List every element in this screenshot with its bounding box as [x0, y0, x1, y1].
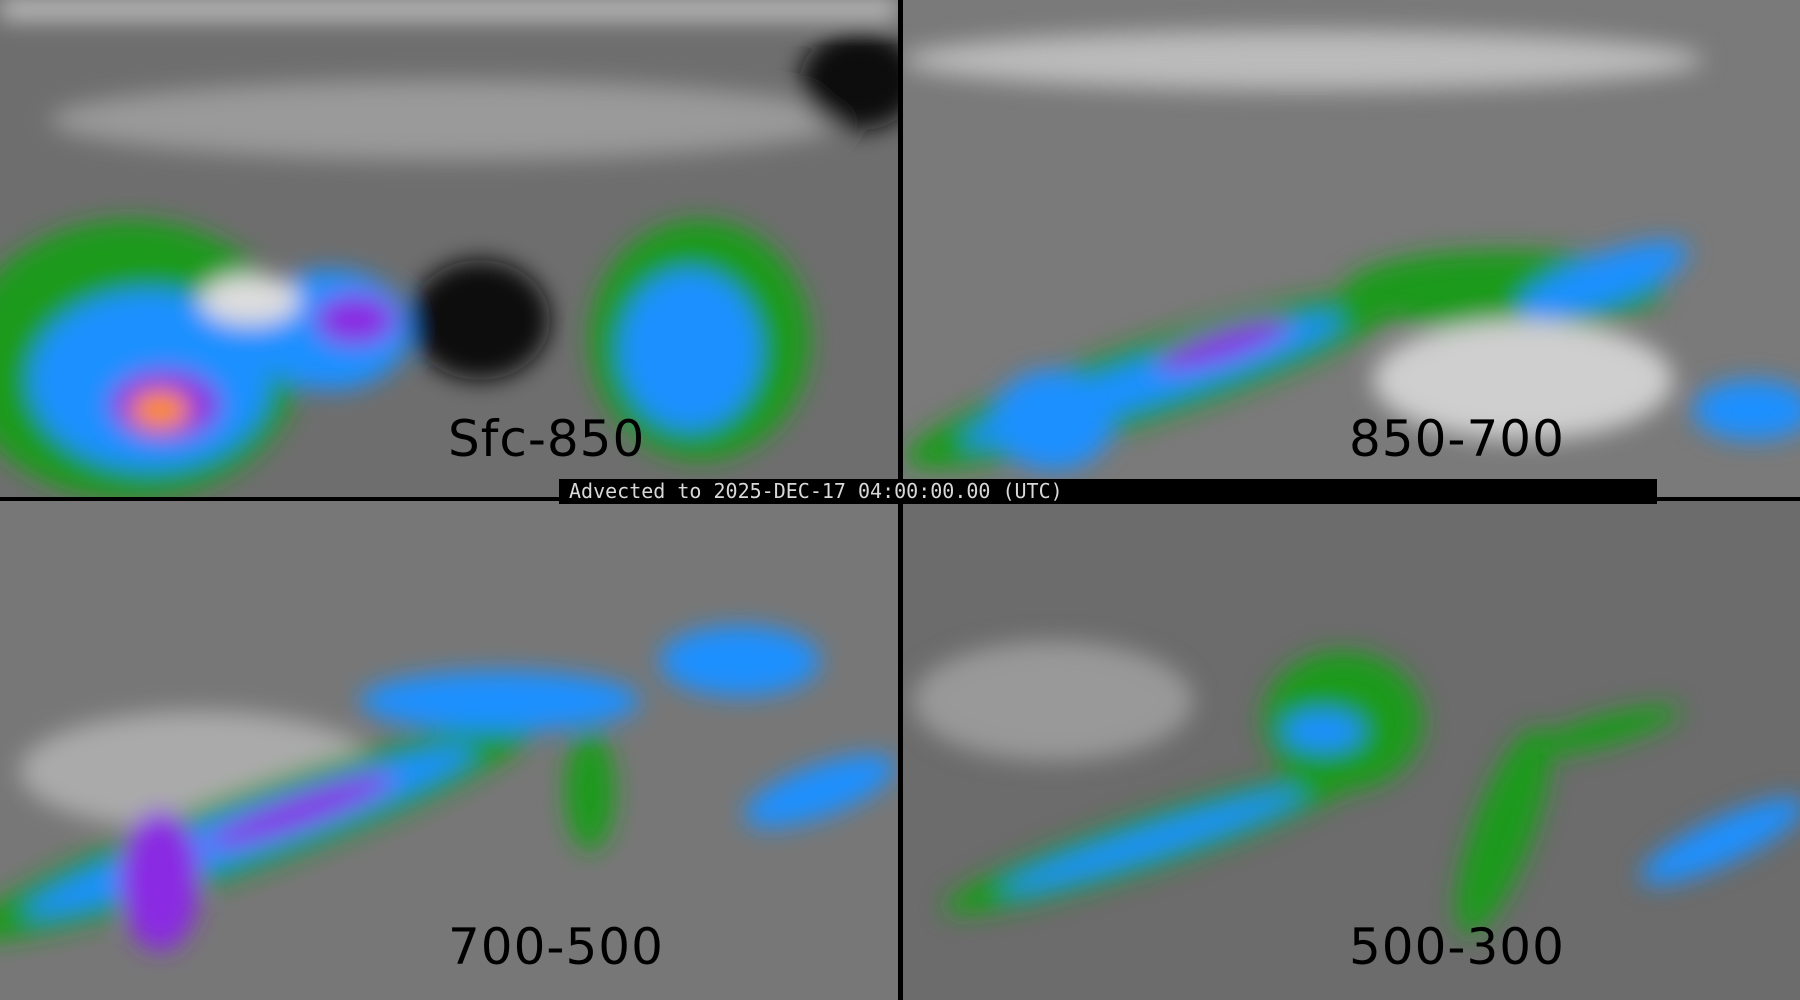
panel-sfc-850: Sfc-850 [0, 0, 898, 497]
map-700-500 [0, 501, 898, 1000]
advection-time-banner: Advected to 2025-DEC-17 04:00:00.00 (UTC… [559, 479, 1657, 504]
panel-500-300: 500-300 [903, 501, 1800, 1000]
map-sfc-850 [0, 0, 898, 497]
panel-label: 700-500 [448, 918, 664, 976]
map-500-300 [903, 501, 1800, 1000]
panel-label: 500-300 [1349, 918, 1565, 976]
map-850-700 [903, 0, 1800, 497]
panel-label: 850-700 [1349, 410, 1565, 468]
panel-label: Sfc-850 [448, 410, 646, 468]
panel-850-700: 850-700 [903, 0, 1800, 497]
panel-700-500: 700-500 [0, 501, 898, 1000]
